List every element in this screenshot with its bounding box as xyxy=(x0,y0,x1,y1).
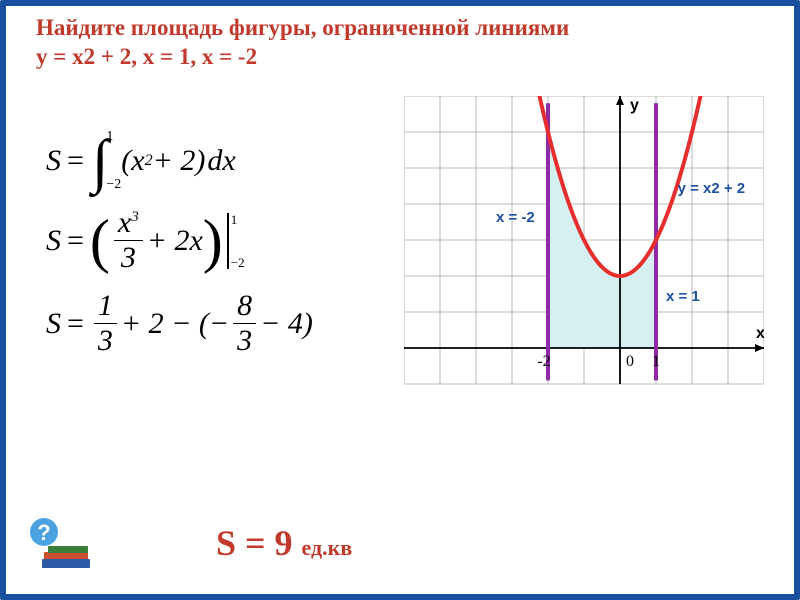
num83: 8 xyxy=(233,289,256,323)
svg-text:0: 0 xyxy=(626,353,634,370)
integral-limits: 1 −2 xyxy=(106,130,121,192)
tail: − 4) xyxy=(260,307,313,341)
title-line-1: Найдите площадь фигуры, ограниченной лин… xyxy=(36,15,569,40)
answer-main: S = 9 xyxy=(216,523,302,563)
frac-num: x3 xyxy=(114,206,143,240)
eq: = xyxy=(67,144,84,178)
fn-pow: 3 xyxy=(131,209,139,225)
dx: dx xyxy=(207,144,235,178)
svg-text:у: у xyxy=(630,97,639,114)
svg-text:х: х xyxy=(756,325,764,342)
svg-text:1: 1 xyxy=(652,353,660,370)
formula-computation: S = 1 3 + 2 − (− 8 3 − 4) xyxy=(46,289,313,358)
answer: S = 9 ед.кв xyxy=(216,522,352,564)
rparen-big: ) xyxy=(203,220,223,262)
den13: 3 xyxy=(94,324,117,358)
lparen-big: ( xyxy=(90,220,110,262)
eval-bar-group: 1 −2 xyxy=(225,213,245,269)
frac-1-3: 1 3 xyxy=(94,289,117,358)
x: x xyxy=(131,144,144,178)
formula-antiderivative: S = ( x3 3 + 2x ) 1 −2 xyxy=(46,206,313,275)
sym-s: S xyxy=(46,144,61,178)
sym-s3: S xyxy=(46,307,61,341)
eval-limits: 1 −2 xyxy=(231,213,245,269)
slide-frame: Найдите площадь фигуры, ограниченной лин… xyxy=(0,0,800,600)
eq2: = xyxy=(67,224,84,258)
num13: 1 xyxy=(94,289,117,323)
svg-text:x = -2: x = -2 xyxy=(496,209,535,226)
frac-x3-3: x3 3 xyxy=(114,206,143,275)
formulas-block: S = ∫ 1 −2 ( x2 + 2 ) dx S = ( xyxy=(46,116,313,372)
lpar: ( xyxy=(121,144,131,178)
middle: + 2 − (− xyxy=(121,307,229,341)
lim-upper: 1 xyxy=(106,130,121,144)
formula-integral: S = ∫ 1 −2 ( x2 + 2 ) dx xyxy=(46,130,313,192)
svg-text:?: ? xyxy=(37,520,50,545)
ev-low: −2 xyxy=(231,256,245,269)
eval-bar xyxy=(227,213,229,269)
title-line-2: у = х2 + 2, х = 1, х = -2 xyxy=(36,44,257,69)
svg-text:-2: -2 xyxy=(537,353,550,370)
ev-up: 1 xyxy=(231,213,245,226)
svg-text:у = х2 + 2: у = х2 + 2 xyxy=(678,180,746,197)
den83: 3 xyxy=(233,324,256,358)
plus2: + 2 xyxy=(153,144,196,178)
chart: x = -2 x = 1 у = х2 + 2 -2 0 1 х у xyxy=(404,96,764,396)
frac-den: 3 xyxy=(117,241,140,275)
question-books-icon: ? xyxy=(26,512,96,572)
sq: 2 xyxy=(145,152,153,170)
fn: x xyxy=(118,206,131,239)
plus2x: + 2x xyxy=(147,224,203,258)
eq3: = xyxy=(67,307,84,341)
frac-8-3: 8 3 xyxy=(233,289,256,358)
svg-text:x = 1: x = 1 xyxy=(666,288,700,305)
sym-s2: S xyxy=(46,224,61,258)
answer-units: ед.кв xyxy=(302,535,353,560)
integral: ∫ 1 −2 xyxy=(90,130,121,192)
lim-lower: −2 xyxy=(106,178,121,192)
page-title: Найдите площадь фигуры, ограниченной лин… xyxy=(36,14,764,72)
rpar: ) xyxy=(195,144,205,178)
